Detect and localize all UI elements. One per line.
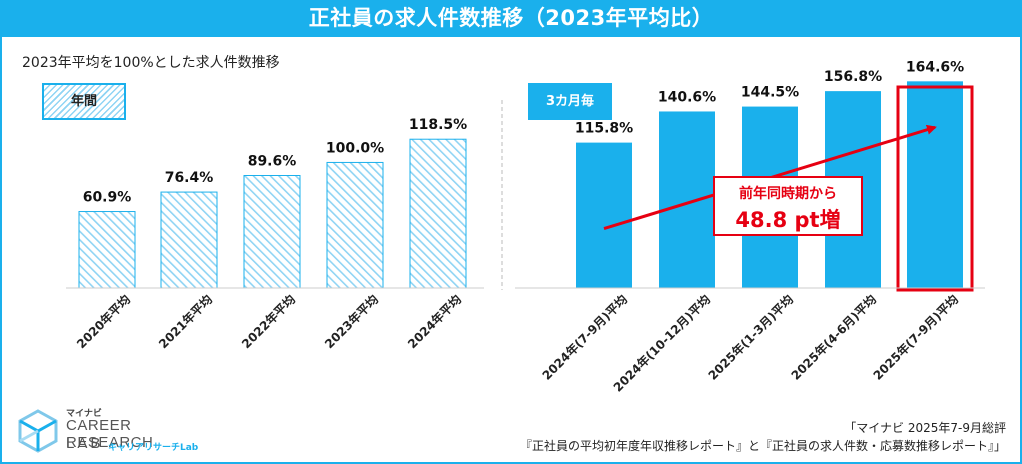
cube-logo-icon [18,409,58,453]
callout-line2: 48.8 pt増 [735,208,841,232]
category-label-5: 2024年(7-9月)平均 [539,292,630,383]
value-label-9: 164.6% [906,59,964,75]
category-label-9: 2025年(7-9月)平均 [870,292,961,383]
chart-title: 正社員の求人件数推移（2023年平均比） [0,0,1022,37]
value-label-0: 60.9% [83,190,132,206]
annual-badge: 年間 [42,83,126,120]
value-label-6: 140.6% [658,89,716,105]
chart-subtitle: 2023年平均を100%とした求人件数推移 [22,55,280,71]
category-label-8: 2025年(4-6月)平均 [788,292,879,383]
category-label-3: 2023年平均 [321,292,381,352]
bar-5 [576,142,632,288]
category-label-0: 2020年平均 [73,292,133,352]
value-label-5: 115.8% [575,121,633,137]
bar-6 [659,111,715,288]
logo-name: CAREER RESEARCH [66,417,154,451]
category-label-6: 2024年(10-12月)平均 [610,292,713,395]
logo-lab: LAB [66,435,104,452]
bar-4 [409,138,467,289]
quarterly-badge: 3カ月毎 [528,83,612,120]
value-label-1: 76.4% [165,170,214,186]
source-note: 「マイナビ 2025年7-9月総評 『正社員の平均初年度年収推移レポート』と『正… [520,419,1006,455]
value-label-4: 118.5% [409,117,467,133]
logo-kana: キャリアリサーチLab [108,443,199,453]
career-research-lab-logo: マイナビ CAREER RESEARCH LAB キャリアリサーチLab [16,404,206,458]
bar-9 [907,81,963,288]
bar-3 [326,161,384,289]
bar-1 [160,191,218,289]
callout-line1: 前年同時期から [739,186,837,202]
category-label-1: 2021年平均 [155,292,215,352]
highlight-box [896,85,974,292]
category-label-7: 2025年(1-3月)平均 [705,292,796,383]
value-label-3: 100.0% [326,140,384,156]
value-label-2: 89.6% [248,154,297,170]
bar-2 [243,175,301,289]
value-label-7: 144.5% [741,85,799,101]
value-label-8: 156.8% [824,69,882,85]
source-line2: 『正社員の平均初年度年収推移レポート』と『正社員の求人件数・応募数推移レポート』… [519,439,1006,453]
bar-0 [78,211,136,289]
logo-brand: マイナビ [66,409,102,419]
category-label-2: 2022年平均 [238,292,298,352]
trend-callout: 前年同時期から 48.8 pt増 [713,176,863,236]
source-line1: 「マイナビ 2025年7-9月総評 [844,421,1006,435]
category-label-4: 2024年平均 [404,292,464,352]
